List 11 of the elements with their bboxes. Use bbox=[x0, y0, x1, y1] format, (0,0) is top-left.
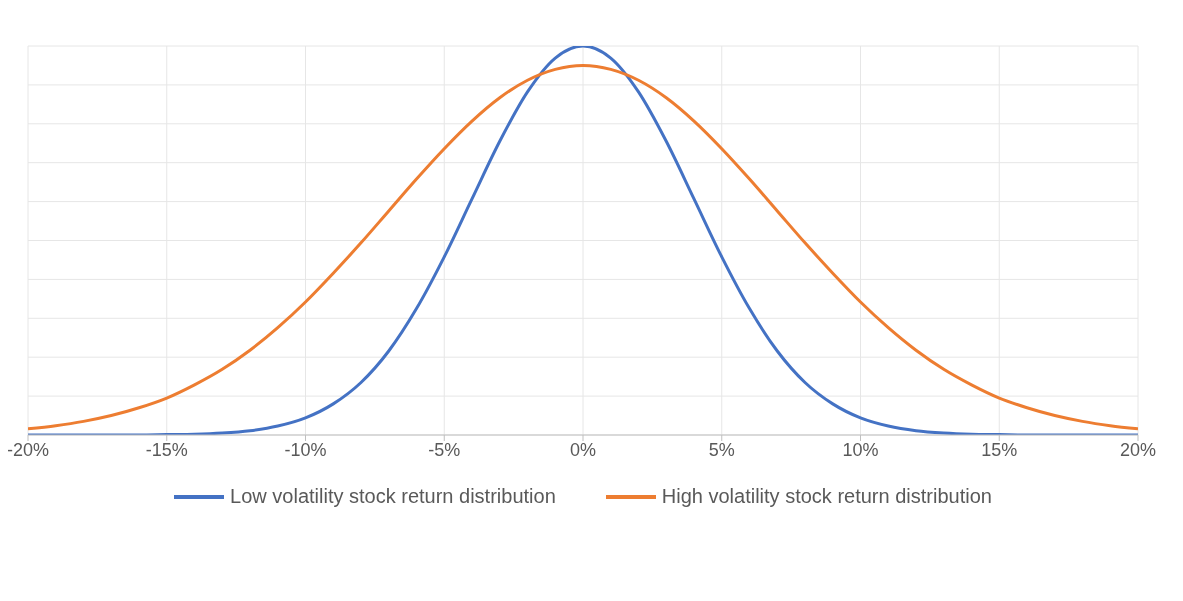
x-tick-label: 0% bbox=[569, 439, 597, 460]
x-tick-label: -10% bbox=[284, 439, 327, 460]
x-tick-label: -20% bbox=[6, 439, 50, 460]
legend-label: Low volatility stock return distribution bbox=[230, 485, 556, 508]
x-tick-label: -5% bbox=[428, 439, 461, 460]
x-tick-label: -15% bbox=[145, 439, 188, 460]
legend-label: High volatility stock return distribution bbox=[661, 485, 992, 508]
x-tick-label: 10% bbox=[842, 439, 879, 460]
x-tick-label: 15% bbox=[981, 439, 1018, 460]
x-tick-label: 5% bbox=[708, 439, 735, 460]
x-tick-label: 20% bbox=[1119, 439, 1157, 460]
